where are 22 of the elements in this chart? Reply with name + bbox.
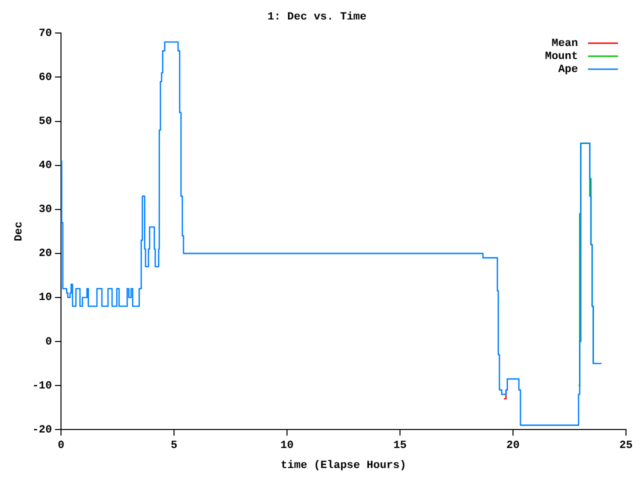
x-tick-label: 15 <box>393 440 407 452</box>
y-tick-label: -20 <box>32 424 52 436</box>
legend-label: Mean <box>552 38 578 50</box>
legend-label: Ape <box>558 64 578 76</box>
x-tick-label: 20 <box>506 440 520 452</box>
y-tick-label: -10 <box>32 380 52 392</box>
y-tick-label: 50 <box>38 116 52 128</box>
chart-title: 1: Dec vs. Time <box>267 11 367 24</box>
y-tick-label: 20 <box>38 248 52 260</box>
y-axis-title: Dec <box>13 221 26 242</box>
y-tick-label: 40 <box>38 160 52 172</box>
y-tick-label: 10 <box>38 292 52 304</box>
x-axis-title: time (Elapse Hours) <box>280 460 406 472</box>
x-tick-label: 10 <box>280 440 294 452</box>
x-tick-label: 0 <box>58 440 64 452</box>
y-tick-label: 70 <box>38 28 52 40</box>
legend-label: Mount <box>544 50 578 63</box>
y-tick-label: 60 <box>38 72 52 84</box>
y-tick-label: 30 <box>38 204 52 216</box>
x-tick-label: 25 <box>619 440 633 452</box>
x-tick-label: 5 <box>170 440 178 452</box>
y-tick-label: 0 <box>45 336 52 348</box>
